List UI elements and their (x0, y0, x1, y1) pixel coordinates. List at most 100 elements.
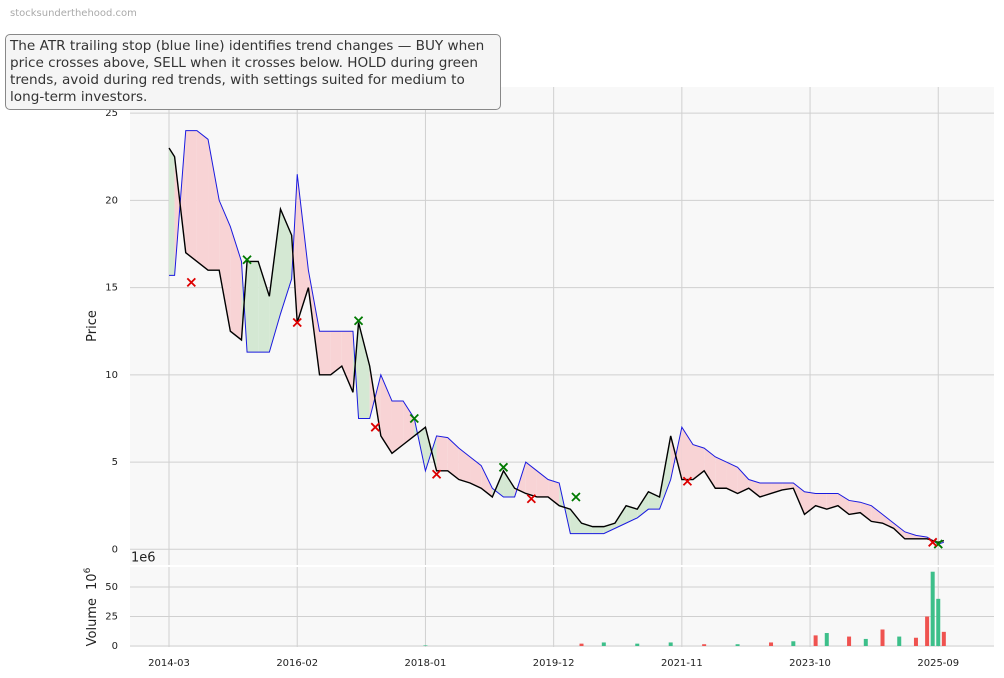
y-axis-label-text: Volume (85, 598, 100, 646)
trend-fill (904, 531, 916, 539)
trend-fill (503, 470, 515, 497)
y-axis-label: Price (85, 310, 100, 342)
trend-fill (219, 200, 231, 332)
buy-marker (933, 539, 943, 549)
trend-fill (570, 509, 582, 534)
trend-fill (425, 427, 437, 471)
trend-fill (403, 401, 415, 445)
trend-fill (804, 491, 816, 515)
volume-bar (824, 633, 829, 646)
volume-bar (847, 636, 852, 646)
plot-background (130, 567, 994, 647)
buy-marker (409, 413, 419, 424)
trend-fill (470, 456, 482, 489)
x-tick-label: 2021-11 (661, 658, 703, 669)
y-tick-label: 25 (105, 612, 118, 623)
y-tick-label: 20 (105, 195, 118, 206)
volume-bar (668, 642, 673, 646)
y-tick-label: 15 (105, 283, 118, 294)
y-tick-label: 50 (105, 582, 118, 593)
trend-fill (704, 448, 716, 489)
buy-marker (242, 255, 252, 265)
trend-fill (447, 437, 459, 480)
trend-fill (871, 505, 883, 524)
volume-bar (913, 637, 918, 646)
watermark: stocksunderthehood.com (10, 8, 137, 19)
y-axis-label-text: Price (85, 310, 100, 342)
trend-fill (614, 505, 627, 529)
x-tick-label: 2025-09 (917, 658, 959, 669)
trend-fill (692, 444, 705, 480)
trend-fill (196, 130, 209, 271)
stop-line (169, 130, 944, 545)
trend-fill (319, 331, 331, 375)
volume-bar (635, 643, 640, 646)
volume-bar (791, 641, 796, 646)
trend-fill (330, 331, 342, 375)
trend-fill (759, 483, 772, 497)
volume-bar (925, 616, 930, 646)
sell-marker (186, 277, 196, 288)
x-tick-label: 2019-12 (533, 658, 575, 669)
y-tick-label: 25 (105, 108, 118, 119)
y-tick-label: 0 (112, 641, 118, 652)
trend-fill (882, 514, 894, 529)
sell-marker (292, 317, 302, 328)
sell-marker (682, 476, 693, 486)
buy-marker (353, 316, 364, 326)
trend-fill (860, 502, 872, 522)
trend-fill (269, 209, 281, 353)
volume-bar (579, 643, 584, 646)
price-line (168, 147, 945, 544)
offset-text: 1e6 (131, 551, 156, 566)
x-tick-label: 2023-10 (789, 658, 831, 669)
trend-fill (230, 226, 242, 340)
volume-bar (936, 598, 941, 646)
annotation: The ATR trailing stop (blue line) identi… (5, 34, 501, 110)
buy-marker (498, 462, 509, 472)
volume-bar (863, 638, 868, 646)
x-tick-label: 2016-02 (276, 658, 318, 669)
volume-bar (897, 636, 902, 646)
trend-fill (185, 130, 197, 262)
volume-bar (769, 642, 774, 646)
sell-marker (370, 422, 380, 432)
trend-fill (715, 456, 727, 489)
trend-fill (169, 148, 175, 276)
volume-bar (880, 629, 885, 646)
trend-fill (726, 462, 738, 494)
volume-bar (813, 635, 818, 646)
trend-fill (208, 139, 220, 271)
x-tick-label: 2014-03 (148, 658, 190, 669)
trend-fill (815, 493, 827, 510)
sell-marker (526, 494, 536, 504)
y-tick-label: 0 (112, 544, 118, 555)
trend-fill (458, 448, 471, 484)
volume-bar (735, 644, 740, 646)
trend-fill (380, 374, 392, 454)
x-tick-label: 2018-01 (405, 658, 447, 669)
trend-fill (525, 462, 537, 497)
trend-fill (247, 261, 259, 353)
trend-fill (436, 435, 448, 471)
trend-fill (849, 500, 861, 515)
volume-bar (423, 645, 428, 646)
volume-bar (941, 631, 946, 646)
trend-fill (414, 418, 426, 471)
trend-fill (893, 523, 905, 539)
trend-fill (297, 174, 309, 323)
trend-fill (748, 479, 760, 497)
sell-marker (431, 469, 442, 479)
trend-fill (826, 493, 838, 510)
trend-fill (737, 467, 749, 494)
volume-bar (601, 642, 606, 646)
trend-fill (481, 465, 493, 497)
volume-bar (702, 644, 707, 646)
y-tick-label: 10 (105, 370, 118, 381)
sell-marker (928, 537, 938, 547)
y-tick-label: 5 (112, 457, 118, 468)
trend-fill (592, 526, 604, 534)
y-axis-unit-exponent: 6 (83, 567, 93, 573)
